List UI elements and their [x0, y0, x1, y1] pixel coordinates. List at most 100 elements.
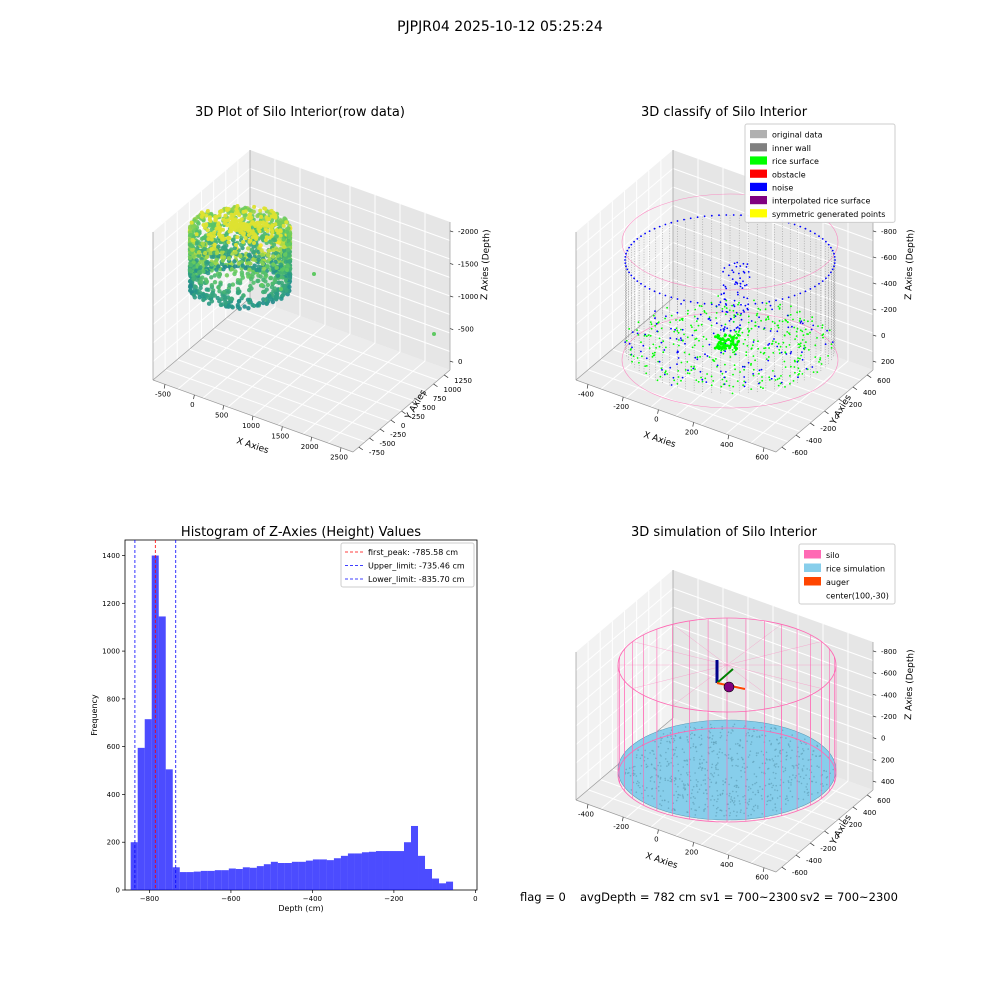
- raw-data-point: [226, 303, 232, 308]
- simulation-rice-point: [666, 765, 668, 767]
- raw-y-tick-mark: [422, 392, 428, 397]
- classify-surface-point: [824, 343, 827, 346]
- simulation-axis-y: [716, 668, 734, 684]
- classify-surface-point: [796, 327, 799, 330]
- classify-z-tick-mark: [872, 334, 877, 337]
- classify-surface-point: [809, 331, 811, 334]
- classify-legend-label: obstacle: [772, 170, 806, 179]
- raw-top-point: [226, 218, 231, 223]
- classify-surface-point: [680, 303, 682, 305]
- simulation-rice-point: [689, 779, 692, 782]
- classify-noise-point: [831, 249, 834, 252]
- raw-data-point: [229, 266, 235, 272]
- classify-x-tick-label: 0: [654, 416, 658, 424]
- simulation-rice-point: [729, 812, 732, 814]
- simulation-rice-point: [815, 781, 817, 784]
- simulation-x-tick-mark: [762, 867, 765, 872]
- simulation-rice-point: [741, 766, 744, 768]
- classify-surface-point: [804, 346, 807, 349]
- classify-noise-point: [640, 235, 642, 238]
- simulation-rice-point: [687, 784, 690, 786]
- simulation-rice-point: [772, 771, 775, 774]
- classify-surface-point: [680, 361, 683, 364]
- classify-surface-point: [778, 352, 781, 355]
- raw-data-point: [271, 262, 276, 267]
- raw-data-point: [222, 264, 228, 269]
- classify-surface-point: [657, 360, 660, 363]
- histogram-bar: [411, 825, 419, 890]
- classify-surface-point: [710, 301, 713, 304]
- classify-noise-point: [793, 223, 796, 226]
- classify-surface-point: [724, 350, 726, 353]
- classify-noise-point: [624, 256, 627, 258]
- simulation-rice-point: [649, 776, 652, 779]
- classify-surface-point: [641, 355, 643, 358]
- classify-surface-point: [676, 329, 679, 332]
- classify-surface-point: [797, 367, 800, 370]
- classify-rice-cluster: [728, 334, 732, 337]
- classify-surface-point: [723, 305, 726, 308]
- classify-surface-point: [790, 351, 793, 353]
- simulation-rice-point: [670, 737, 673, 740]
- raw-data-point: [236, 261, 241, 266]
- classify-surface-point: [801, 351, 803, 354]
- simulation-rice-point: [805, 774, 807, 776]
- raw-data-point: [187, 279, 193, 284]
- raw-outlier-point: [288, 242, 292, 246]
- classify-surface-point: [745, 351, 748, 353]
- simulation-rice-point: [806, 788, 808, 791]
- classify-surface-point: [708, 317, 711, 320]
- classify-surface-point: [708, 316, 711, 318]
- classify-surface-point: [746, 344, 749, 347]
- classify-noise-point: [814, 285, 816, 288]
- simulation-rice-point: [775, 763, 778, 765]
- axis-edge: [152, 297, 251, 381]
- simulation-rice-point: [740, 776, 743, 778]
- simulation-rice-point: [636, 780, 639, 783]
- simulation-rice-point: [791, 764, 794, 767]
- classify-z-tick-mark: [872, 230, 877, 233]
- simulation-rice-point: [660, 765, 662, 767]
- classify-surface-point: [700, 376, 702, 379]
- classify-surface-point: [724, 303, 727, 305]
- simulation-rice-point: [696, 791, 699, 793]
- simulation-rice-point: [700, 755, 703, 757]
- histogram-legend-frame: [340, 542, 475, 588]
- classify-z-tick-label: -600: [881, 254, 897, 262]
- simulation-rice-point: [639, 786, 641, 789]
- simulation-rice-point: [772, 760, 775, 762]
- simulation-rice-point: [758, 766, 761, 769]
- classify-surface-point: [789, 352, 792, 355]
- simulation-rice-point: [733, 810, 735, 813]
- simulation-rice-point: [708, 730, 710, 732]
- raw-data-point: [193, 284, 198, 290]
- simulation-rice-point: [825, 770, 828, 773]
- raw-data-point: [197, 295, 202, 300]
- simulation-rice-point: [768, 758, 771, 761]
- classify-surface-point: [731, 304, 733, 307]
- classify-surface-point: [777, 384, 780, 387]
- raw-data-point: [248, 261, 253, 266]
- simulation-rice-point: [766, 759, 768, 761]
- raw-data-point: [270, 254, 276, 259]
- classify-surface-point: [721, 372, 724, 375]
- classify-surface-point: [779, 303, 782, 306]
- raw-data-point: [216, 244, 221, 249]
- classify-surface-point: [812, 371, 815, 373]
- classify-surface-point: [733, 364, 736, 367]
- histogram-bar: [137, 747, 145, 890]
- raw-data-point: [191, 275, 196, 280]
- raw-data-point: [247, 287, 252, 293]
- classify-rice-cluster: [729, 342, 733, 346]
- simulation-y-tick-label: -600: [792, 869, 808, 877]
- raw-data-point: [274, 265, 279, 270]
- simulation-rice-point: [747, 789, 750, 791]
- simulation-silo-spoke: [632, 664, 728, 689]
- simulation-rice-point: [771, 758, 774, 760]
- simulation-rice-point: [764, 762, 767, 764]
- classify-surface-point: [779, 345, 782, 348]
- classify-surface-point: [729, 356, 732, 358]
- classify-surface-point: [720, 370, 722, 373]
- grid-line: [575, 223, 674, 307]
- classify-surface-point: [798, 343, 801, 346]
